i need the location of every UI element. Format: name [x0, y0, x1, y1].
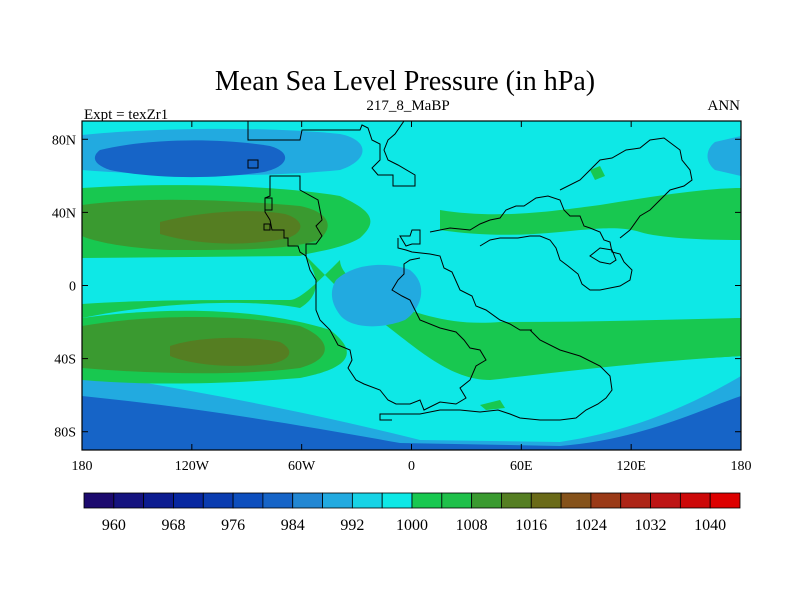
- southern-high-peak: [170, 337, 290, 366]
- small-island-3: [263, 223, 271, 231]
- west-continent-coast: [264, 175, 323, 257]
- north-east-high: [440, 188, 741, 240]
- colorbar-swatch: [620, 492, 651, 509]
- colorbar-swatch: [471, 492, 502, 509]
- y-tick-label: 0: [69, 280, 76, 295]
- x-tick-label: 180: [72, 459, 93, 474]
- colorbar: 960 968 976 984 992 1000 1008 1016 1024 1032 1040: [83, 492, 741, 534]
- coastlines: [247, 121, 693, 421]
- southern-low-deep: [82, 396, 741, 450]
- colorbar-label: 976: [221, 517, 245, 534]
- x-tick-label: 120W: [175, 459, 210, 474]
- x-tick-label: 60E: [510, 459, 533, 474]
- y-tick-label: 40N: [52, 206, 76, 221]
- colorbar-label: 1040: [694, 517, 726, 534]
- left-label: Expt = texZr1: [84, 107, 168, 123]
- small-island-1: [247, 159, 259, 169]
- colorbar-swatch: [560, 492, 592, 509]
- northeast-low: [707, 136, 741, 176]
- north-high-peak: [160, 211, 301, 244]
- right-label: ANN: [708, 98, 741, 114]
- colorbar-label: 984: [281, 517, 305, 534]
- colorbar-swatch: [173, 492, 204, 509]
- colorbar-swatch: [83, 492, 115, 509]
- colorbar-swatch: [501, 492, 532, 509]
- x-axis: 180 120W 60W 0 60E 120E 180: [72, 121, 752, 474]
- y-axis: 80N 40N 0 40S 80S: [52, 133, 741, 441]
- x-tick-label: 0: [408, 459, 415, 474]
- colorbar-swatch: [530, 492, 562, 509]
- colorbar-swatch: [650, 492, 681, 509]
- x-tick-label: 120E: [616, 459, 646, 474]
- colorbar-label: 1000: [396, 517, 428, 534]
- colorbar-label: 1032: [635, 517, 667, 534]
- colorbar-swatch: [143, 492, 174, 509]
- colorbar-swatch: [381, 492, 413, 509]
- colorbar-label: 1024: [575, 517, 607, 534]
- y-tick-label: 80S: [54, 426, 76, 441]
- colorbar-swatch: [232, 492, 264, 509]
- x-tick-label: 60W: [288, 459, 316, 474]
- x-tick-label: 180: [731, 459, 752, 474]
- colorbar-swatch: [351, 492, 383, 509]
- colorbar-swatch: [441, 492, 473, 509]
- tropical-low: [331, 264, 422, 327]
- arctic-low-core: [94, 140, 286, 178]
- colorbar-swatch: [411, 492, 443, 509]
- center-label: 217_8_MaBP: [366, 98, 449, 114]
- island-coast: [589, 247, 617, 265]
- pressure-field: [82, 121, 741, 450]
- colorbar-swatch: [322, 492, 353, 509]
- chart-title: Mean Sea Level Pressure (in hPa): [215, 66, 595, 97]
- colorbar-swatch: [292, 492, 323, 509]
- land-green-patch-2: [480, 400, 505, 410]
- colorbar-swatch: [709, 492, 741, 509]
- southern-continent-coast: [379, 329, 613, 421]
- colorbar-swatch: [679, 492, 711, 509]
- north-continent-coast: [247, 121, 416, 187]
- land-green-patch: [590, 166, 605, 180]
- colorbar-label: 992: [340, 517, 364, 534]
- colorbar-label: 1016: [515, 517, 547, 534]
- east-continent-coast: [429, 195, 633, 291]
- northeast-continent-coast: [559, 137, 693, 239]
- colorbar-swatch: [202, 492, 234, 509]
- colorbar-label: 1008: [456, 517, 488, 534]
- colorbar-label: 960: [102, 517, 126, 534]
- colorbar-swatch: [113, 492, 145, 509]
- y-tick-label: 80N: [52, 133, 76, 148]
- colorbar-swatch: [590, 492, 622, 509]
- south-continent-coast: [305, 255, 487, 411]
- southern-east-high: [500, 318, 741, 372]
- colorbar-swatch: [262, 492, 294, 509]
- central-continent-coast: [397, 229, 532, 331]
- small-island-2: [264, 197, 273, 211]
- y-tick-label: 40S: [54, 353, 76, 368]
- colorbar-label: 968: [161, 517, 185, 534]
